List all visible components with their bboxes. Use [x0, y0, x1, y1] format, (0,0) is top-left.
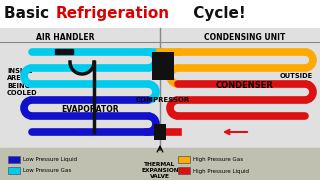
Text: High Pressure Liquid: High Pressure Liquid: [193, 168, 249, 174]
Bar: [178, 167, 190, 174]
Bar: [152, 52, 174, 80]
Text: Basic: Basic: [4, 6, 54, 21]
Text: High Pressure Gas: High Pressure Gas: [193, 158, 243, 163]
Text: OUTSIDE
AREA: OUTSIDE AREA: [280, 73, 313, 87]
Bar: [55, 49, 73, 54]
Text: Refrigeration: Refrigeration: [56, 6, 170, 21]
Text: AIR HANDLER: AIR HANDLER: [36, 33, 94, 42]
Bar: [8, 167, 20, 174]
Text: CONDENSING UNIT: CONDENSING UNIT: [204, 33, 286, 42]
Text: CONDENSER: CONDENSER: [216, 80, 274, 89]
Bar: [8, 156, 20, 163]
Text: INSIDE
AREA
BEING
COOLED: INSIDE AREA BEING COOLED: [7, 68, 38, 96]
Text: EVAPORATOR: EVAPORATOR: [61, 105, 119, 114]
Text: THERMAL
EXPANSION
VALVE: THERMAL EXPANSION VALVE: [141, 162, 179, 179]
Text: Cycle!: Cycle!: [188, 6, 246, 21]
Bar: [0, 28, 320, 148]
Text: Low Pressure Gas: Low Pressure Gas: [23, 168, 71, 174]
Bar: [178, 156, 190, 163]
Text: COMPRESSOR: COMPRESSOR: [136, 97, 190, 103]
Bar: [154, 124, 166, 140]
Wedge shape: [152, 52, 174, 63]
Text: Low Pressure Liquid: Low Pressure Liquid: [23, 158, 77, 163]
